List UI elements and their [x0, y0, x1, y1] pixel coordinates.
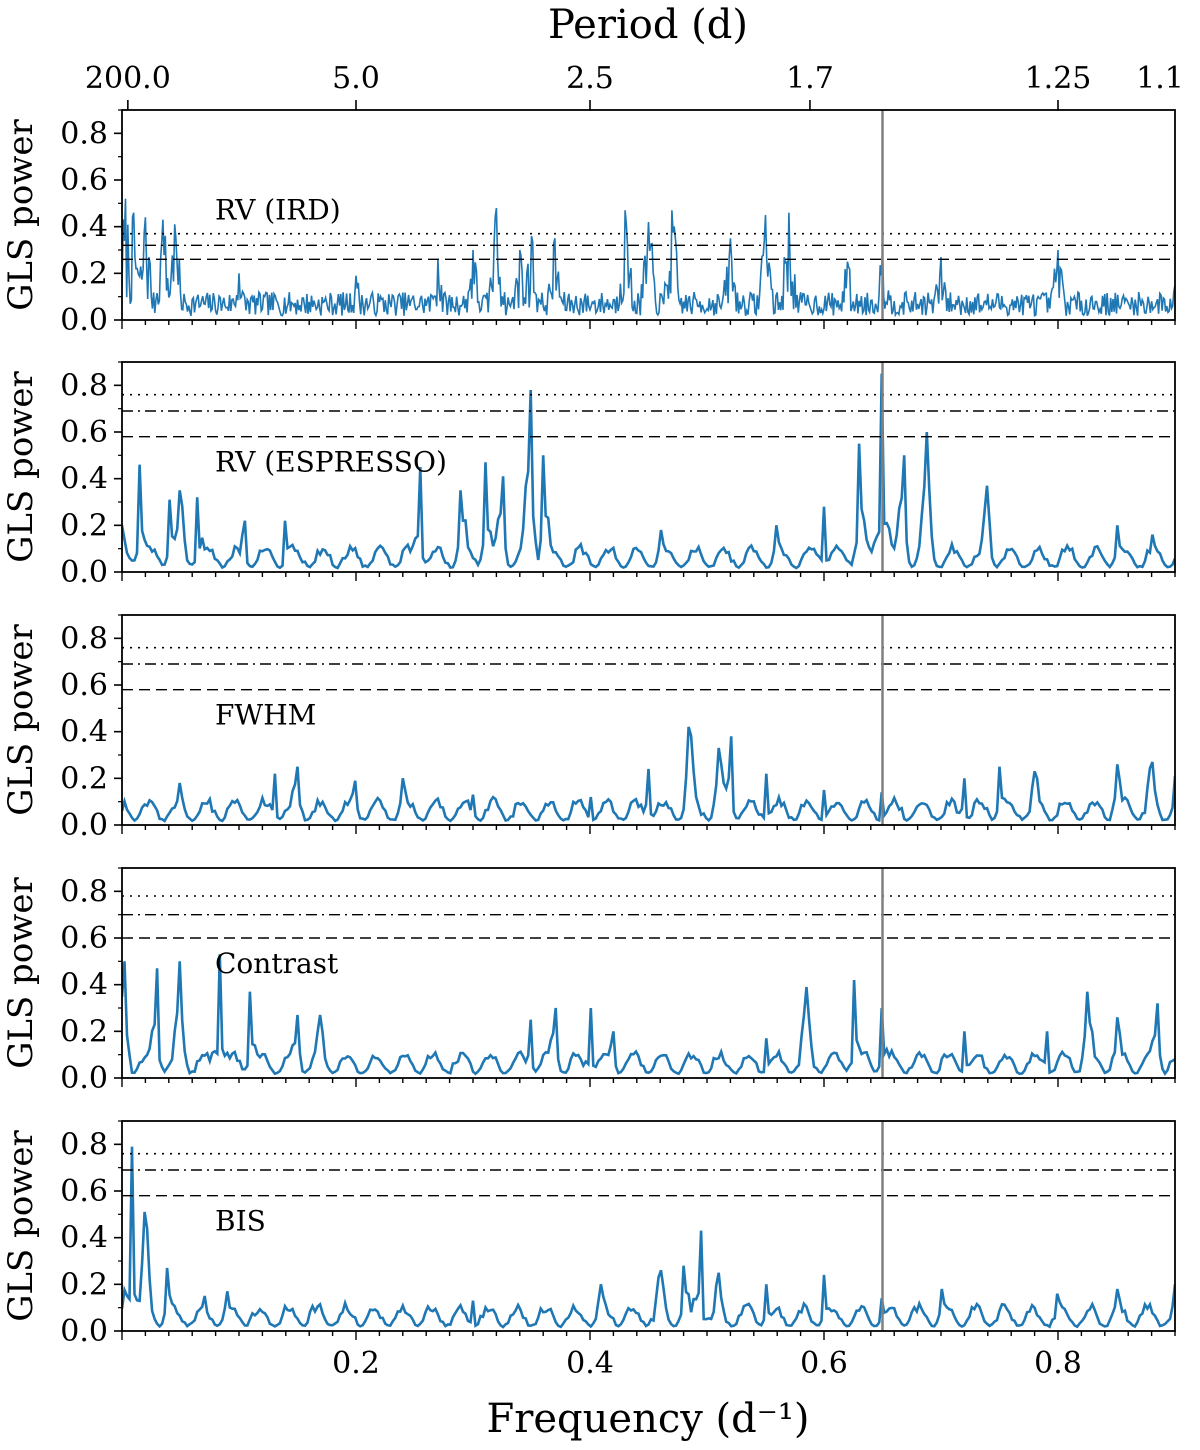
y-tick-label: 0.0 [60, 808, 108, 843]
top-axis-tick-label: 2.5 [566, 61, 614, 96]
y-tick-label: 0.6 [60, 1174, 108, 1209]
series-line-0 [122, 198, 1175, 318]
y-tick-label: 0.2 [60, 761, 108, 796]
panel-frame [121, 867, 1176, 1079]
chart-content [114, 100, 1176, 1340]
series-line-3 [122, 954, 1175, 1077]
y-tick-label: 0.0 [60, 1061, 108, 1096]
y-tick-label: 0.4 [60, 715, 108, 750]
x-tick-label: 0.8 [1034, 1346, 1082, 1381]
top-axis-tick-label: 1.7 [786, 61, 834, 96]
y-tick-label: 0.2 [60, 256, 108, 291]
y-tick-label: 0.4 [60, 210, 108, 245]
y-axis-label: GLS power [1, 370, 41, 562]
y-tick-label: 0.6 [60, 163, 108, 198]
panel-frame [121, 614, 1176, 826]
y-tick-label: 0.8 [60, 1127, 108, 1162]
y-tick-label: 0.0 [60, 1314, 108, 1349]
y-tick-label: 0.4 [60, 1221, 108, 1256]
series-line-2 [122, 726, 1175, 823]
y-tick-label: 0.6 [60, 668, 108, 703]
panel-label: RV (IRD) [215, 194, 341, 227]
x-tick-label: 0.4 [566, 1346, 614, 1381]
y-tick-label: 0.6 [60, 921, 108, 956]
y-tick-label: 0.4 [60, 968, 108, 1003]
y-tick-label: 0.8 [60, 368, 108, 403]
y-tick-label: 0.0 [60, 555, 108, 590]
panel-label: Contrast [215, 947, 339, 980]
y-tick-label: 0.2 [60, 1014, 108, 1049]
top-axis-tick-label: 1.25 [1025, 61, 1092, 96]
top-axis-tick-label: 1.1 [1136, 61, 1184, 96]
x-tick-label: 0.6 [800, 1346, 848, 1381]
y-tick-label: 0.8 [60, 621, 108, 656]
top-axis-title: Period (d) [548, 2, 748, 48]
panel-frame [121, 361, 1176, 573]
y-axis-label: GLS power [1, 623, 41, 815]
y-axis-label: GLS power [1, 1129, 41, 1321]
y-tick-label: 0.0 [60, 303, 108, 338]
series-line-4 [122, 1146, 1175, 1329]
y-axis-label: GLS power [1, 876, 41, 1068]
panel-frame [121, 1120, 1176, 1332]
bottom-axis-title: Frequency (d⁻¹) [486, 1396, 809, 1442]
top-axis-tick-label: 5.0 [332, 61, 380, 96]
panel-label: FWHM [215, 699, 316, 732]
y-tick-label: 0.6 [60, 415, 108, 450]
top-axis-tick-label: 200.0 [85, 61, 171, 96]
y-tick-label: 0.2 [60, 508, 108, 543]
panel-frame [121, 109, 1176, 321]
y-tick-label: 0.8 [60, 116, 108, 151]
y-tick-label: 0.2 [60, 1267, 108, 1302]
series-line-1 [122, 373, 1175, 570]
chart-text: Period (d) Frequency (d⁻¹) 200.0 5.0 2.5 1.… [1, 2, 1184, 1442]
y-tick-label: 0.8 [60, 874, 108, 909]
y-axis-label: GLS power [1, 118, 41, 310]
panel-label: BIS [215, 1205, 266, 1238]
panel-label: RV (ESPRESSO) [215, 446, 447, 479]
y-tick-label: 0.4 [60, 462, 108, 497]
x-tick-label: 0.2 [332, 1346, 380, 1381]
